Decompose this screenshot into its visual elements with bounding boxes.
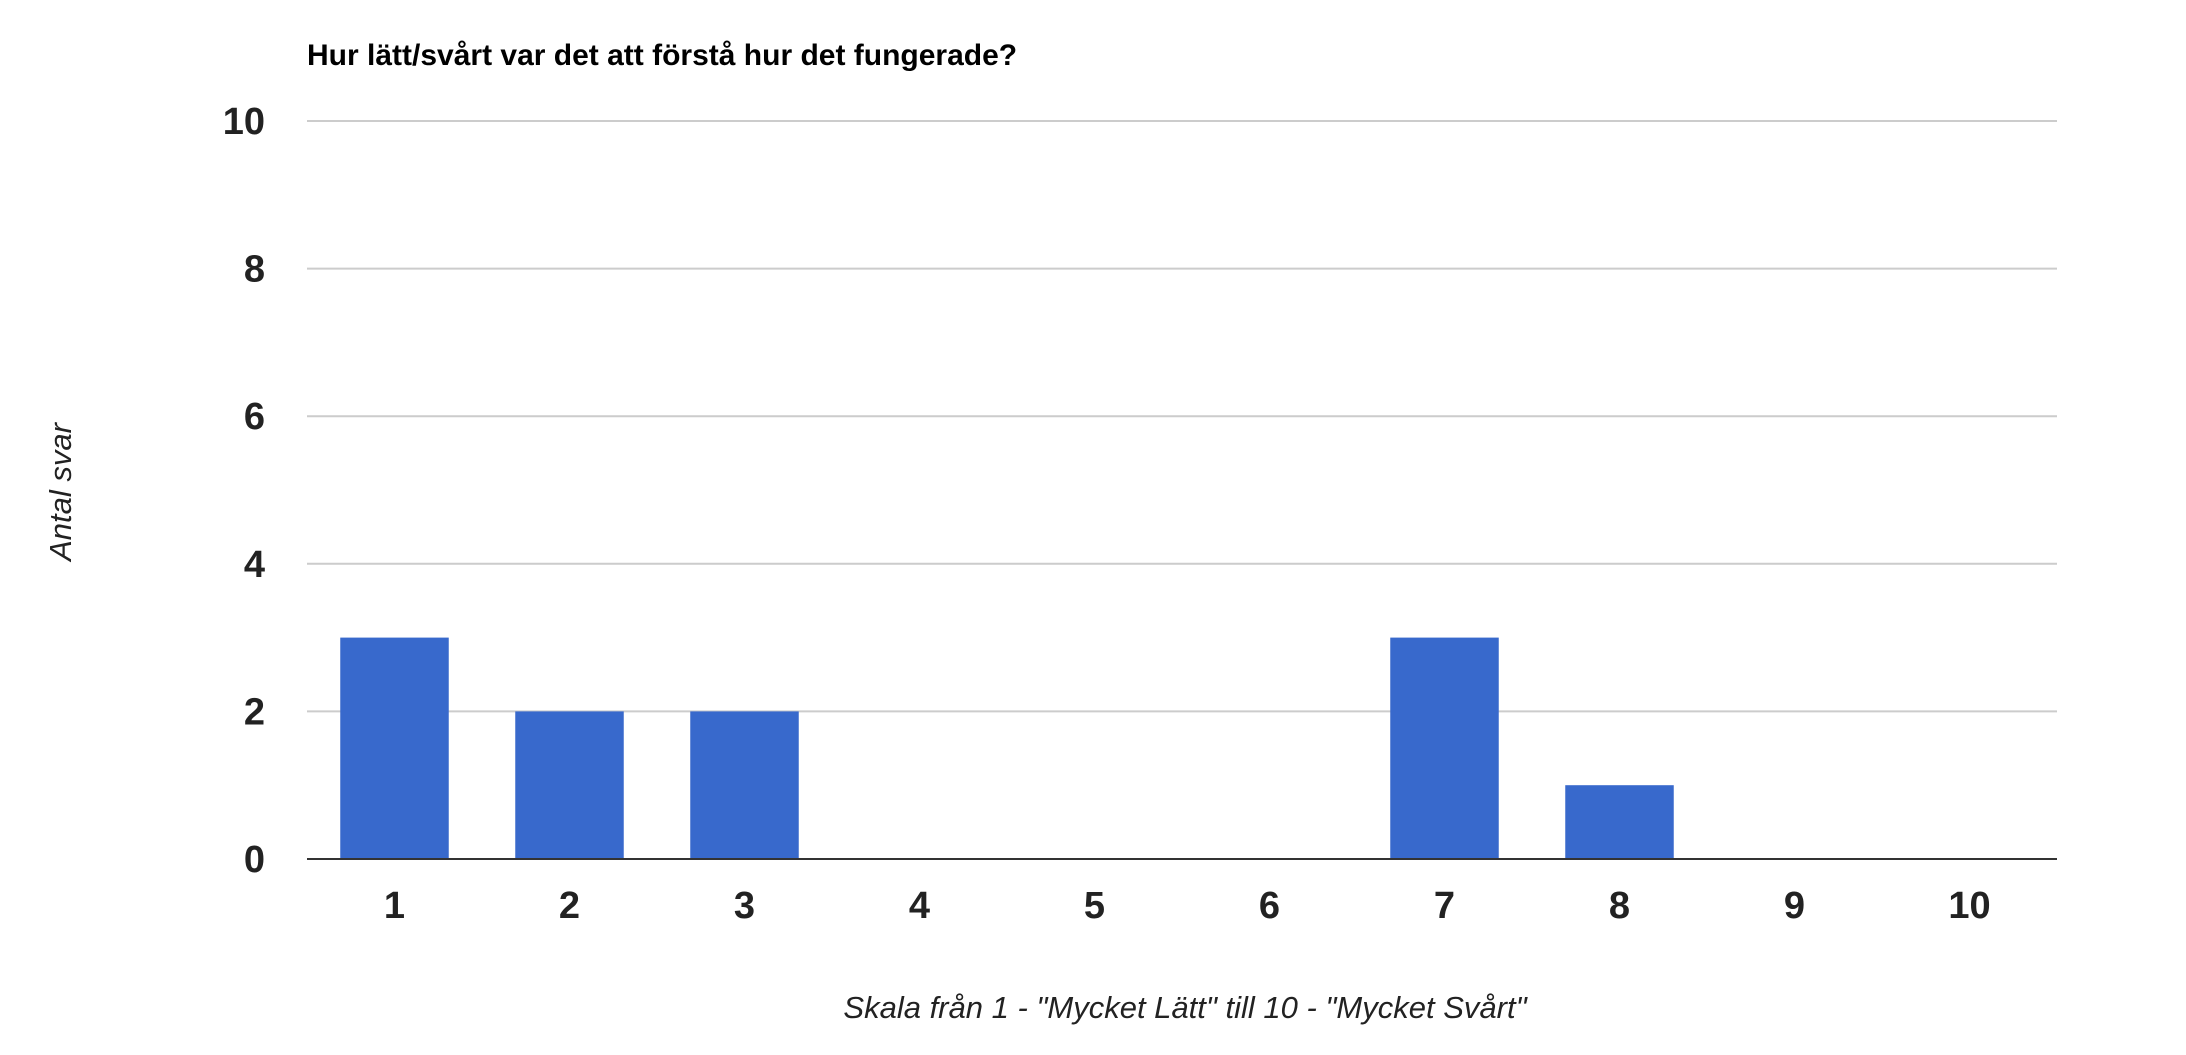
y-axis-ticks: 0 2 4 6 8 10 [223, 101, 265, 881]
bar-1 [340, 637, 449, 859]
y-tick-label: 8 [244, 249, 265, 291]
x-tick-label: 1 [384, 885, 405, 927]
x-tick-label: 3 [734, 885, 755, 927]
chart-title: Hur lätt/svårt var det att förstå hur de… [307, 39, 1017, 72]
x-tick-label: 4 [909, 885, 930, 927]
y-tick-label: 4 [244, 544, 265, 586]
y-tick-label: 0 [244, 839, 265, 881]
y-tick-label: 6 [244, 396, 265, 438]
x-tick-label: 6 [1259, 885, 1280, 927]
bar-3 [690, 711, 799, 859]
gridlines [307, 120, 2057, 713]
x-tick-label: 10 [1948, 885, 1990, 927]
x-tick-label: 8 [1609, 885, 1630, 927]
y-axis-label: Antal svar [43, 421, 78, 563]
x-tick-label: 9 [1784, 885, 1805, 927]
x-tick-label: 2 [559, 885, 580, 927]
y-tick-label: 10 [223, 101, 265, 143]
x-tick-label: 7 [1434, 885, 1455, 927]
x-tick-label: 5 [1084, 885, 1105, 927]
bars [340, 637, 1674, 859]
x-axis-ticks: 1 2 3 4 5 6 7 8 9 10 [384, 885, 1991, 927]
y-tick-label: 2 [244, 691, 265, 733]
bar-2 [515, 711, 624, 859]
bar-8 [1565, 785, 1674, 859]
bar-7 [1390, 637, 1499, 859]
x-axis-label: Skala från 1 - "Mycket Lätt" till 10 - "… [843, 990, 1528, 1025]
